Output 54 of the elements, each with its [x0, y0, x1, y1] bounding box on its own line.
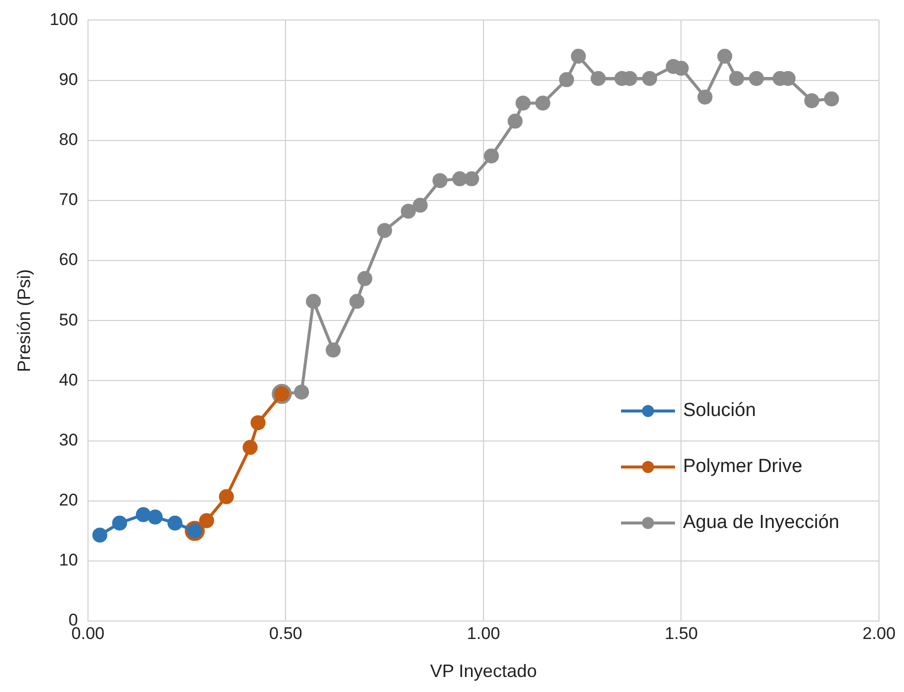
point	[570, 48, 586, 64]
point	[484, 148, 499, 164]
y-tick-label: 10	[59, 550, 78, 570]
point	[748, 70, 764, 86]
y-tick-label: 90	[59, 70, 78, 89]
point	[508, 114, 523, 129]
point	[167, 516, 182, 531]
y-tick-label: 60	[59, 250, 78, 270]
point	[674, 60, 689, 76]
point	[326, 342, 341, 358]
point	[294, 384, 310, 400]
point	[112, 516, 128, 531]
y-tick-label: 20	[59, 490, 78, 510]
legend-label: Solución	[683, 400, 756, 422]
point	[306, 294, 321, 309]
y-tick-label: 40	[59, 370, 78, 390]
point	[349, 294, 364, 309]
y-tick-label: 100	[50, 10, 78, 29]
x-tick-label: 0.50	[269, 624, 302, 643]
point	[717, 48, 732, 64]
y-tick-label: 80	[59, 130, 78, 150]
point	[92, 528, 108, 543]
point	[452, 171, 468, 186]
point	[357, 271, 372, 286]
legend-label: Polymer Drive	[683, 456, 802, 478]
point	[250, 415, 266, 430]
point	[377, 222, 392, 238]
point	[148, 510, 163, 525]
point	[516, 96, 531, 111]
point	[464, 171, 480, 186]
point	[642, 70, 658, 86]
point	[242, 440, 258, 455]
y-tick-label: 30	[59, 430, 78, 450]
y-tick-label: 70	[59, 190, 78, 210]
x-axis-title: VP Inyectado	[430, 661, 537, 682]
point	[824, 91, 840, 106]
point	[535, 96, 550, 111]
point	[559, 72, 574, 88]
y-tick-label: 50	[59, 310, 78, 330]
x-tick-label: 2.00	[862, 624, 896, 643]
point	[199, 513, 214, 528]
x-tick-label: 1.00	[466, 624, 500, 643]
x-tick-label: 1.50	[664, 624, 698, 643]
legend-label: Agua de Inyección	[683, 512, 840, 534]
point	[136, 507, 151, 522]
point	[804, 93, 820, 108]
y-axis-title: Presión (Psi)	[14, 269, 34, 372]
point	[590, 70, 606, 86]
point	[432, 173, 448, 188]
point	[729, 70, 744, 86]
point	[697, 90, 712, 105]
point	[400, 204, 416, 219]
point	[412, 198, 428, 213]
point	[218, 489, 234, 504]
